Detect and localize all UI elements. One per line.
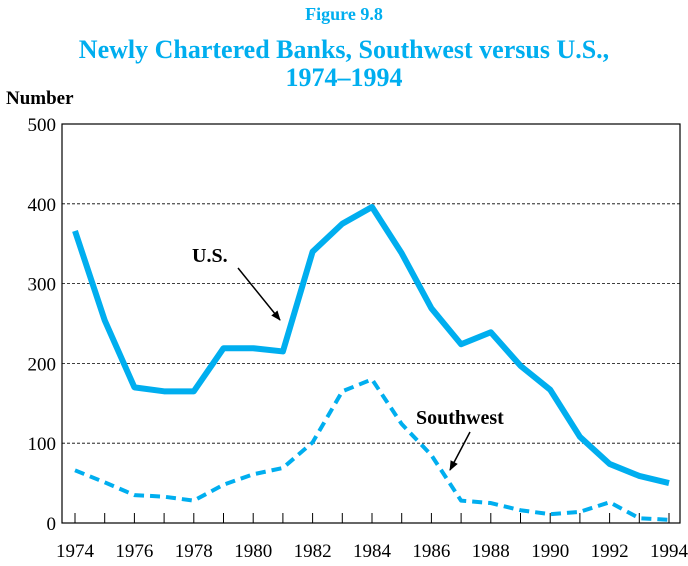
x-tick-label: 1990 [531,541,569,561]
x-tick-label: 1992 [591,541,629,561]
y-axis-label: Number [6,88,74,109]
x-tick-label: 1978 [175,541,213,561]
x-tick-label: 1974 [56,541,95,561]
figure-label: Figure 9.8 [305,4,383,24]
series-line [72,203,670,487]
x-tick-label: 1982 [294,541,332,561]
y-tick-label: 300 [28,275,57,296]
annotation-arrow [237,267,281,321]
y-tick-label: 100 [28,434,57,455]
chart-title: 1974–1994 [286,63,403,92]
series-annotation: Southwest [416,407,504,429]
x-tick-label: 1976 [115,541,153,561]
series-line [74,377,670,522]
x-tick-label: 1988 [472,541,510,561]
y-tick-label: 200 [28,354,57,375]
plot-frame [61,123,681,524]
x-tick-label: 1984 [353,541,392,561]
chart-title: Newly Chartered Banks, Southwest versus … [79,35,609,64]
y-tick-label: 0 [47,514,57,535]
x-tick-label: 1994 [650,541,688,561]
y-tick-label: 400 [28,195,57,216]
y-tick-label: 500 [28,115,57,136]
annotation-arrow [449,431,471,471]
series-annotation: U.S. [192,245,228,267]
x-tick-label: 1980 [234,541,272,561]
x-tick-label: 1986 [412,541,450,561]
